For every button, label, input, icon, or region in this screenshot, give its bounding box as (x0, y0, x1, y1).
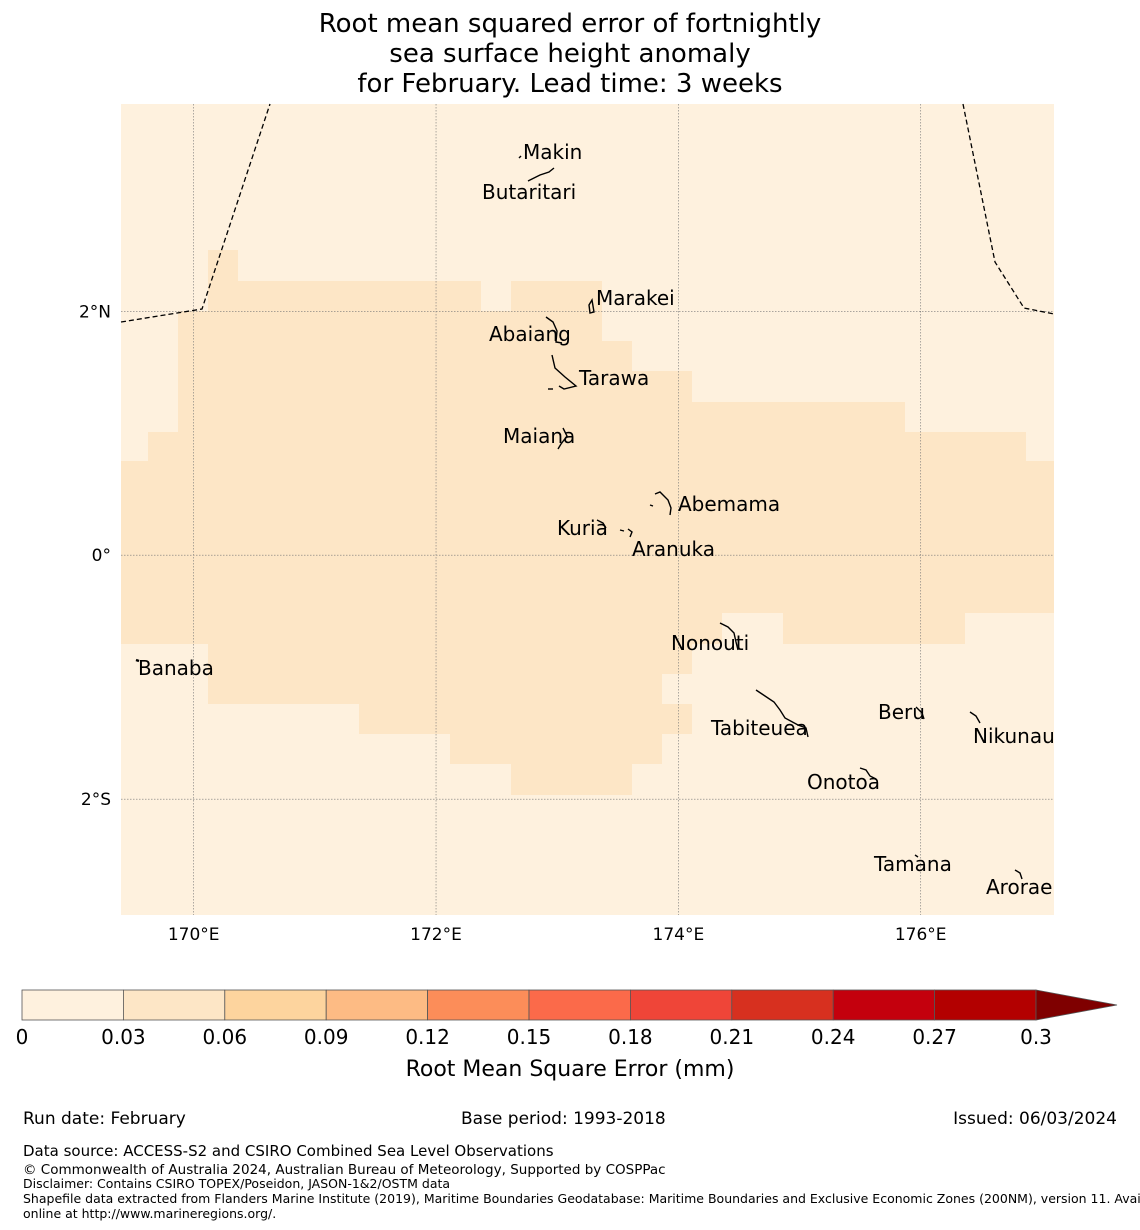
island-label-abemama: Abemama (678, 492, 780, 516)
island-outline-arorae (1014, 869, 1023, 880)
colorbar-tick-label: 0 (16, 1025, 29, 1049)
island-label-abaiang: Abaiang (489, 322, 571, 346)
colorbar-label: Root Mean Square Error (mm) (406, 1057, 735, 1082)
disclaimer: Disclaimer: Contains CSIRO TOPEX/Poseido… (23, 1176, 451, 1191)
island-label-marakei: Marakei (596, 286, 675, 310)
eez-boundary-west (120, 103, 271, 323)
rmse-field-region (121, 250, 1054, 795)
map-panel: Makin Butaritari Marakei Abaiang Tarawa … (120, 103, 1055, 915)
colorbar-tick-label: 0.06 (203, 1025, 248, 1049)
island-outline-nonouti (719, 622, 739, 651)
colorbar-tick-labels: 0 0.03 0.06 0.09 0.12 0.15 0.18 0.21 0.24 0.27 0.3 (16, 1025, 1052, 1049)
shapefile-credit-line-2: online at http://www.marineregions.org/. (23, 1206, 277, 1221)
base-period: Base period: 1993-2018 (461, 1109, 666, 1129)
island-outline-tarawa (551, 354, 578, 390)
island-label-maiana: Maiana (503, 424, 575, 448)
colorbar-tick-label: 0.3 (1020, 1025, 1052, 1049)
colorbar-segment (21, 989, 124, 1021)
colorbar-tick-label: 0.24 (811, 1025, 856, 1049)
colorbar-tick-label: 0.18 (608, 1025, 653, 1049)
island-outline-maiana (557, 427, 568, 450)
colorbar-tick-label: 0.21 (710, 1025, 755, 1049)
colorbar-tick-label: 0.03 (101, 1025, 146, 1049)
island-label-tarawa: Tarawa (578, 366, 649, 390)
island-label-nonouti: Nonouti (671, 631, 749, 655)
island-outline-butaritari (527, 167, 555, 182)
lat-tick-label: 2°N (79, 302, 111, 322)
island-outline-abaiang (545, 316, 563, 344)
colorbar-extend-arrow (1035, 989, 1118, 1021)
island-label-aranuka: Aranuka (632, 537, 715, 561)
colorbar-segment (528, 989, 631, 1021)
island-coastlines (135, 155, 1023, 880)
title-line-1: Root mean squared error of fortnightly (319, 9, 821, 39)
island-outline-beru (915, 706, 925, 720)
colorbar-tick-label: 0.27 (912, 1025, 957, 1049)
issued-date: Issued: 06/03/2024 (953, 1109, 1117, 1129)
run-date: Run date: February (23, 1109, 186, 1129)
island-label-butaritari: Butaritari (482, 180, 576, 204)
map-figure: Root mean squared error of fortnightly s… (16, 9, 1118, 1082)
colorbar-segment (325, 989, 429, 1021)
island-label-arorae: Arorae (986, 875, 1052, 899)
colorbar-segments (21, 989, 1037, 1021)
island-outline-abemama-w (649, 504, 654, 507)
island-outline-tamana (914, 854, 919, 858)
colorbar-segment (731, 989, 834, 1021)
gridlines (121, 104, 1054, 915)
colorbar: 0 0.03 0.06 0.09 0.12 0.15 0.18 0.21 0.24 0.27 0.3… (16, 989, 1118, 1082)
copyright: © Commonwealth of Australia 2024, Austra… (23, 1162, 666, 1178)
island-outline-nikunau (969, 711, 981, 724)
lon-tick-label: 172°E (410, 925, 462, 945)
lon-tick-label: 174°E (653, 925, 705, 945)
island-label-tabiteuea: Tabiteuea (710, 716, 808, 740)
lat-tick-label: 2°S (81, 790, 111, 810)
island-labels: Makin Butaritari Marakei Abaiang Tarawa … (138, 140, 1055, 899)
island-label-nikunau: Nikunau (973, 724, 1055, 748)
island-label-makin: Makin (523, 140, 582, 164)
island-outline-kuria (596, 519, 607, 529)
data-source: Data source: ACCESS-S2 and CSIRO Combine… (23, 1142, 554, 1160)
colorbar-segment (934, 989, 1037, 1021)
island-outline-tabiteuea (755, 689, 809, 738)
island-outline-banaba (135, 658, 140, 663)
island-label-kuria: Kuria (557, 516, 608, 540)
longitude-tick-labels: 170°E 172°E 174°E 176°E (168, 925, 947, 945)
island-outline-marakei (588, 298, 595, 314)
island-outline-aranuka (619, 528, 633, 538)
title-line-2: sea surface height anomaly (389, 39, 750, 69)
island-label-banaba: Banaba (138, 656, 214, 680)
island-label-beru: Beru (878, 700, 925, 724)
colorbar-segment (832, 989, 936, 1021)
latitude-tick-labels: 2°N 0° 2°S (79, 302, 111, 810)
shapefile-credit-line-1: Shapefile data extracted from Flanders M… (23, 1191, 1140, 1206)
lon-tick-label: 176°E (895, 925, 947, 945)
colorbar-tick-label: 0.09 (304, 1025, 349, 1049)
colorbar-segment (123, 989, 226, 1021)
title-line-3: for February. Lead time: 3 weeks (357, 69, 782, 99)
island-outline-makin (518, 155, 522, 159)
colorbar-tick-label: 0.15 (507, 1025, 552, 1049)
island-label-onotoa: Onotoa (807, 770, 880, 794)
colorbar-segment (630, 989, 733, 1021)
colorbar-segment (427, 989, 530, 1021)
colorbar-tick-label: 0.12 (405, 1025, 450, 1049)
lat-tick-label: 0° (92, 546, 111, 566)
colorbar-segment (224, 989, 327, 1021)
island-outline-onotoa (859, 767, 877, 780)
lon-tick-label: 170°E (168, 925, 220, 945)
island-outline-abemama (654, 491, 672, 516)
eez-boundary-east (962, 103, 1055, 315)
island-label-tamana: Tamana (873, 852, 952, 876)
